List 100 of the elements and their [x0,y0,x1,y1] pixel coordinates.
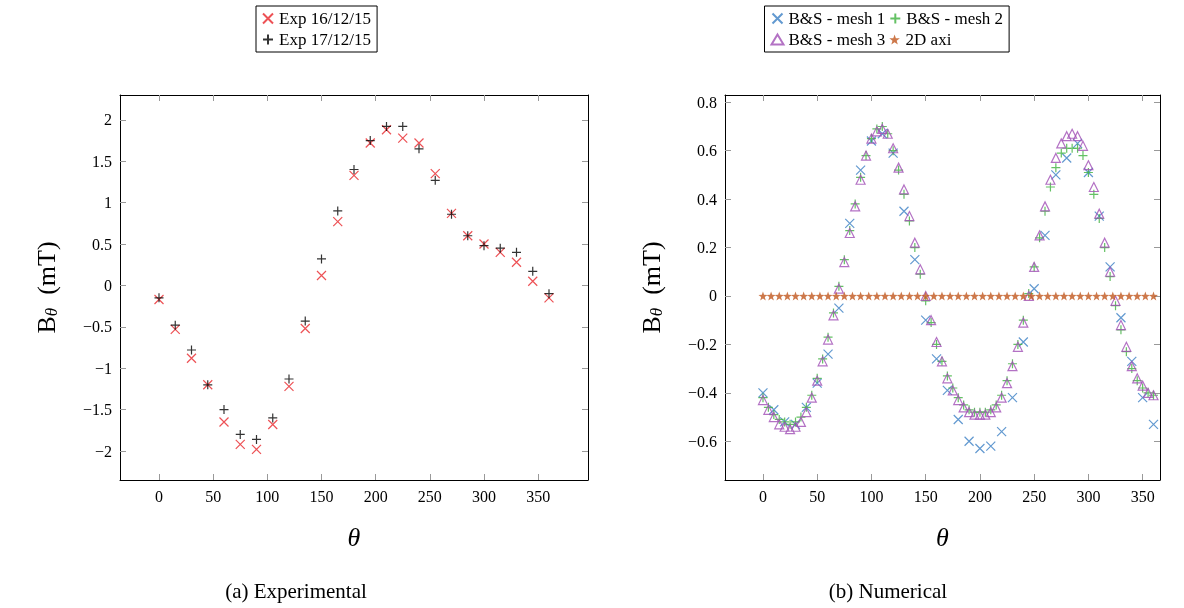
point [1100,291,1110,301]
point [527,276,538,287]
y-tick-label: −1.5 [82,401,112,419]
point [877,128,888,139]
point [543,288,555,299]
point [170,324,181,335]
y-tick-label: 0 [709,287,717,305]
point [430,168,441,179]
point [1018,291,1028,301]
point [937,291,947,301]
point [985,441,996,452]
point [963,436,975,447]
point [807,291,817,301]
y-tick-label: −0.5 [82,318,112,336]
point [316,270,327,281]
x-tick-label: 100 [255,487,280,505]
point [413,137,425,149]
point [945,291,955,301]
point [1035,291,1045,301]
point [898,206,910,217]
point [316,253,327,265]
point [799,291,809,301]
point [332,216,343,227]
point [774,291,784,301]
point [855,164,866,176]
point [880,291,890,301]
y-axis-title: Bθ (mT) [637,241,666,334]
y-tick-label: 0.2 [697,239,717,257]
point [1124,291,1134,301]
point [856,291,866,301]
legend-label: Exp 17/12/15 [279,30,372,49]
y-tick-label: 0.6 [697,142,717,160]
point [235,439,246,450]
legend-label: B&S - mesh 1 [788,9,886,28]
point [251,444,262,455]
x-tick-label: 150 [309,487,334,505]
x-tick-label: 250 [1022,487,1047,505]
text: (b) Numerical [828,578,948,603]
point [1108,291,1118,301]
point [1116,291,1126,301]
point [909,254,920,265]
x-tick-label: 350 [526,487,551,505]
y-tick-label: 2 [104,111,112,129]
x-tick-label: 300 [1076,487,1101,505]
x-axis-title: θ [936,522,950,552]
point [1010,291,1020,301]
y-tick-label: 1 [104,194,112,212]
point [495,247,506,258]
point [864,291,874,301]
point [1067,291,1077,301]
point [942,385,953,396]
y-tick-label: −0.2 [687,335,717,353]
x-tick-label: 50 [809,487,826,505]
point [413,143,425,154]
x-tick-label: 0 [155,487,163,505]
point [511,257,522,268]
point [348,170,360,181]
point [970,291,979,301]
point [888,291,898,301]
point [543,292,555,303]
point [833,302,844,314]
y-tick-label: −1 [94,359,112,377]
y-tick-label: 0.4 [697,190,717,208]
point [1140,291,1150,301]
point [397,132,408,144]
point [348,164,360,175]
y-tick-label: −0.6 [687,432,717,450]
point [758,291,768,301]
point [782,291,792,301]
point [961,291,971,301]
point [1007,392,1018,403]
x-tick-label: 150 [913,487,938,505]
point [1105,261,1116,273]
point [831,291,841,301]
legend-label: 2D axi [905,30,952,49]
point [974,443,986,454]
point [1050,169,1061,181]
point [1075,291,1085,301]
point [1115,312,1127,323]
point [186,353,197,364]
x-axis-title: θ [347,522,361,552]
point [1148,419,1159,430]
point [791,291,801,301]
point [996,426,1007,437]
y-axis-title: Bθ (mT) [32,241,61,334]
point [929,291,939,301]
point [218,416,230,428]
point [218,404,230,415]
point [1043,291,1053,301]
legend-label: B&S - mesh 3 [788,30,886,49]
point [904,291,914,301]
x-tick-label: 200 [363,487,388,505]
point [768,404,779,415]
point [332,205,343,217]
point [1083,291,1093,301]
point [1051,291,1061,301]
y-tick-label: −2 [94,442,112,460]
point [822,348,834,360]
point [953,414,964,425]
point [1132,291,1142,301]
